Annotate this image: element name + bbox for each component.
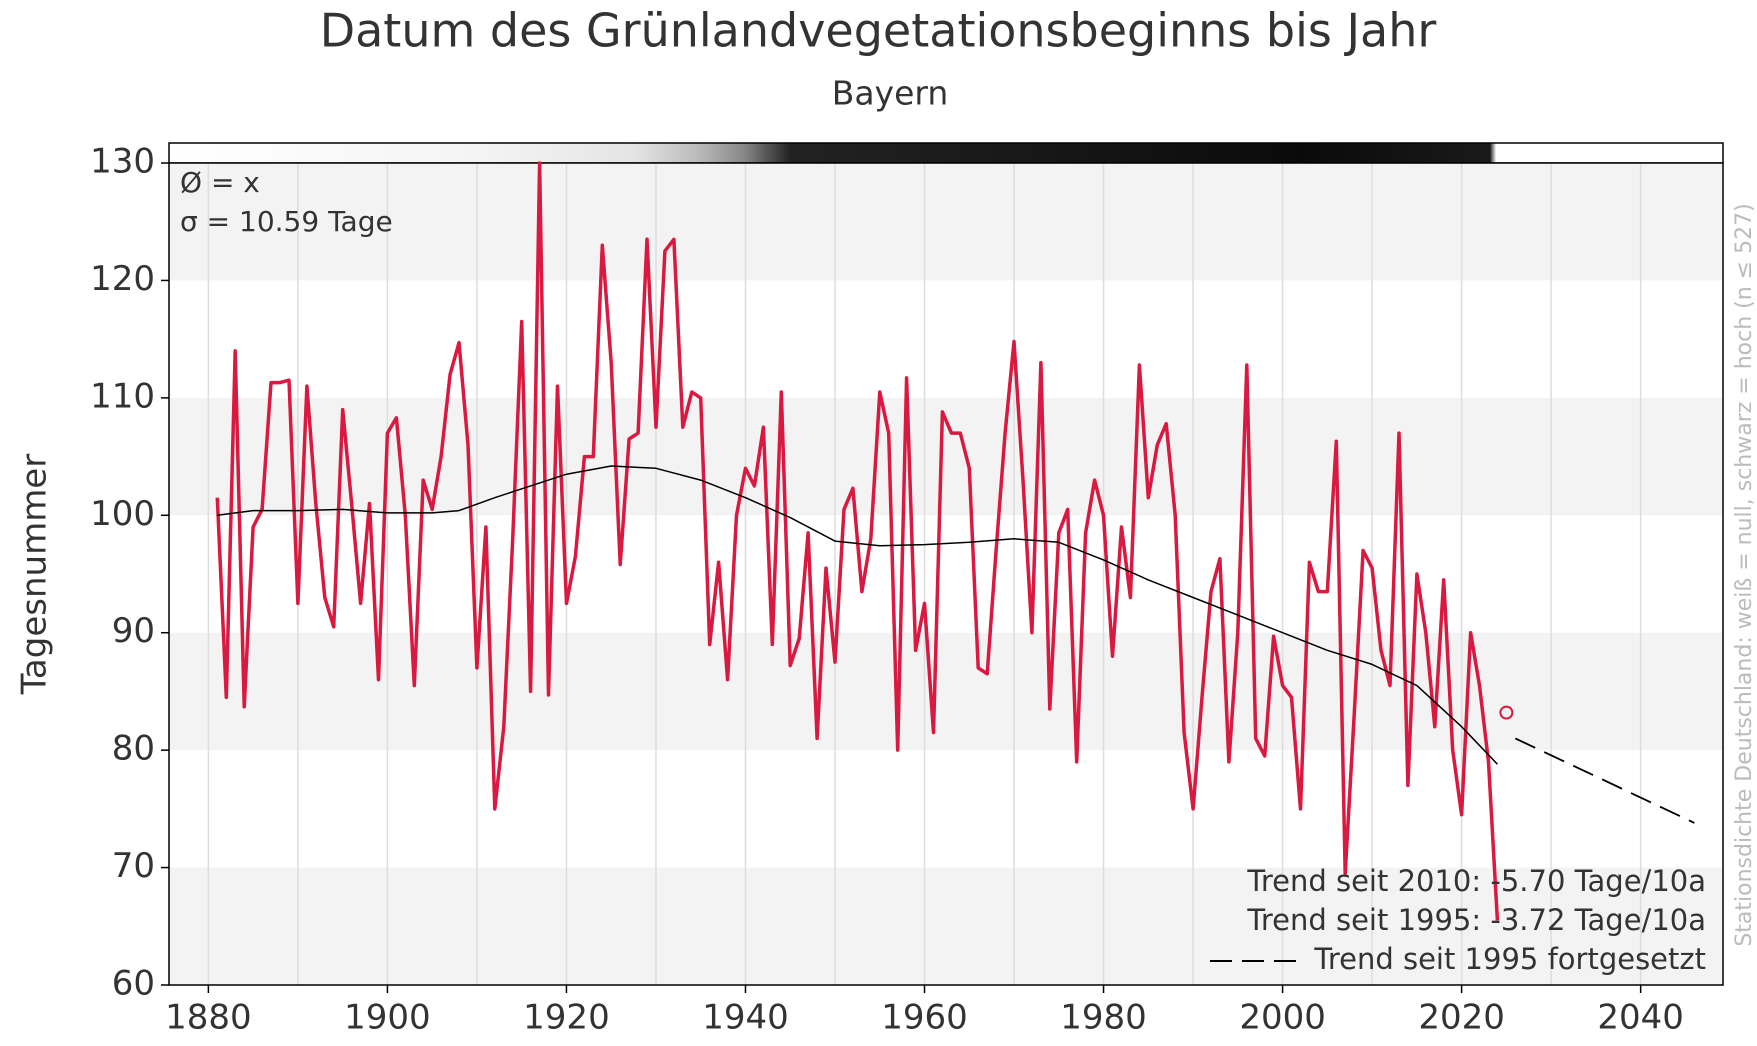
y-tick-label: 120 [90, 259, 155, 299]
band [169, 632, 1723, 751]
y-tick-label: 130 [90, 142, 155, 182]
plot-frame [168, 162, 1724, 986]
y-tick-label: 60 [112, 964, 155, 1004]
chart-title: Datum des Grünlandvegetationsbeginns bis… [320, 4, 1437, 58]
y-tick-label: 70 [112, 846, 155, 886]
x-tick-label: 2040 [1597, 998, 1684, 1038]
x-tick-label: 2020 [1418, 998, 1505, 1038]
chart-subtitle: Bayern [832, 74, 949, 113]
band [169, 163, 1723, 281]
point [1499, 705, 1514, 720]
stat-label: Ø = x [180, 166, 260, 199]
x-tick-label: 1920 [523, 998, 610, 1038]
y-tick-label: 110 [90, 376, 155, 416]
y-tick-label: 90 [112, 611, 155, 651]
side-note: Stationsdichte Deutschland: weiß = null,… [1732, 203, 1757, 946]
plot: 60 70 80 90 100 110 120 130 1880 1900 1920 1940 1960… [90, 142, 1724, 1038]
x-tick-label: 1880 [165, 998, 252, 1038]
y-tick-label: 100 [90, 494, 155, 534]
y-tick-label: 80 [112, 729, 155, 769]
trend-continued [1514, 737, 1695, 824]
stat-label: σ = 10.59 Tage [180, 205, 393, 238]
x-tick-label: 2000 [1239, 998, 1326, 1038]
trend-note: Trend seit 2010: -5.70 Tage/10a [1246, 864, 1706, 898]
series-line [217, 465, 1498, 765]
band [169, 867, 1723, 985]
trend-note: Trend seit 1995: -3.72 Tage/10a [1246, 903, 1706, 937]
x-tick-label: 1960 [881, 998, 968, 1038]
legend-label: Trend seit 1995 fortgesetzt [1313, 942, 1706, 976]
density-strip [168, 142, 1724, 164]
series-line [215, 161, 1500, 921]
x-tick-label: 1900 [344, 998, 431, 1038]
x-tick-label: 1980 [1060, 998, 1147, 1038]
y-axis-label: Tagesnummer [15, 454, 55, 695]
x-tick-label: 1940 [702, 998, 789, 1038]
